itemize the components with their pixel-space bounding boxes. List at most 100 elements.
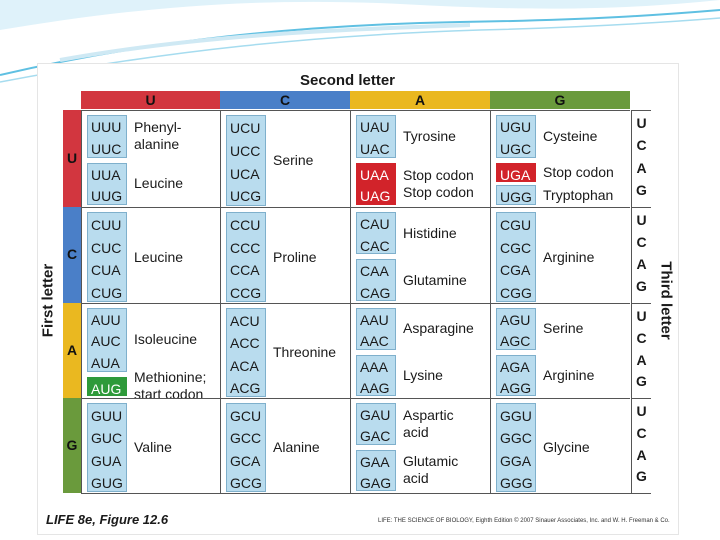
codon-uca: UCA xyxy=(230,165,260,182)
codon-auc: AUC xyxy=(91,333,121,350)
codon-box: UUU UUC xyxy=(87,115,127,158)
amino-acid-label: Arginine xyxy=(543,366,595,383)
cell-ga: GAU GAC Aspartic acid GAA GAG Glutamic acid xyxy=(350,398,490,493)
codon-box: CAA CAG xyxy=(356,259,396,301)
decorative-wave-header xyxy=(0,0,720,83)
amino-acid-label: Stop codon xyxy=(543,163,614,180)
codon-box: CCU CCC CCA CCG xyxy=(226,212,266,302)
codon-uua: UUA xyxy=(91,166,121,183)
codon-box: UUA UUG xyxy=(87,162,127,205)
column-header-c: C xyxy=(220,91,350,109)
cell-ua: UAU UAC Tyrosine UAA UAG Stop codon Stop codo… xyxy=(350,110,490,207)
third-letter-c: C xyxy=(636,137,647,154)
amino-acid-label: Leucine xyxy=(134,248,184,265)
third-letter-g: G xyxy=(636,278,647,294)
codon-cgu: CGU xyxy=(500,217,532,233)
amino-acid-label: Tyrosine xyxy=(403,127,456,144)
third-letter-a: A xyxy=(636,159,647,176)
codon-acc: ACC xyxy=(230,335,260,352)
codon-gaa: GAA xyxy=(360,453,390,470)
codon-cga: CGA xyxy=(500,262,531,278)
amino-acid-label: Arginine xyxy=(543,248,595,265)
codon-ucg: UCG xyxy=(230,188,262,205)
column-header-g: G xyxy=(490,91,630,109)
third-letter-u: U xyxy=(636,403,647,419)
codon-gau: GAU xyxy=(360,407,391,423)
cell-ac: ACU ACC ACA ACG Threonine xyxy=(220,303,350,398)
amino-acid-label: Alanine xyxy=(273,439,320,455)
amino-acid-label: Stop codon Stop codon xyxy=(403,166,474,200)
codon-uag: UAG xyxy=(360,188,391,205)
amino-acid-label: Isoleucine xyxy=(134,331,198,348)
row-header-g: G xyxy=(63,398,81,493)
third-letter-c: C xyxy=(636,424,647,441)
codon-box: AAU AAC xyxy=(356,308,396,350)
codon-box: GUU GUC GUA GUG xyxy=(87,403,127,492)
row-header-a: A xyxy=(63,303,81,398)
cell-cu: CUU CUC CUA CUG Leucine xyxy=(81,207,220,303)
codon-box: UGU UGC xyxy=(496,115,536,158)
third-letter-u: U xyxy=(636,115,647,131)
codon-ggc: GGC xyxy=(500,430,532,447)
codon-guc: GUC xyxy=(91,430,123,447)
codon-box: UAU UAC xyxy=(356,115,396,158)
cell-gc: GCU GCC GCA GCG Alanine xyxy=(220,398,350,493)
codon-box: AUU AUC AUA xyxy=(87,308,127,372)
codon-aua: AUA xyxy=(91,354,120,371)
codon-box: AUG xyxy=(87,376,127,397)
codon-box: CUU CUC CUA CUG xyxy=(87,212,127,302)
codon-acu: ACU xyxy=(230,313,260,329)
codon-gcg: GCG xyxy=(230,474,262,491)
codon-ugu: UGU xyxy=(500,119,532,135)
amino-acid-label: Phenyl- alanine xyxy=(134,119,182,153)
row-letter: A xyxy=(66,341,78,358)
codon-uga: UGA xyxy=(500,166,531,183)
codon-guu: GUU xyxy=(91,408,123,424)
codon-cgc: CGC xyxy=(500,239,532,256)
third-letter-a: A xyxy=(636,351,647,368)
codon-uuc: UUC xyxy=(91,140,122,157)
codon-gug: GUG xyxy=(91,474,123,491)
codon-uaa: UAA xyxy=(360,166,389,183)
codon-box: UGA xyxy=(496,162,536,183)
codon-gga: GGA xyxy=(500,452,532,469)
codon-ggu: GGU xyxy=(500,408,532,424)
cell-gg: GGU GGC GGA GGG Glycine xyxy=(490,398,630,493)
codon-box: UGG xyxy=(496,185,536,205)
cell-aa: AAU AAC Asparagine AAA AAG Lysine xyxy=(350,303,490,398)
codon-box: GAU GAC xyxy=(356,403,396,445)
amino-acid-label: Serine xyxy=(273,152,314,168)
third-letter-c: C xyxy=(636,234,647,250)
codon-cuc: CUC xyxy=(91,239,122,256)
codon-cua: CUA xyxy=(91,262,121,278)
amino-acid-label: Lysine xyxy=(403,366,443,383)
codon-cag: CAG xyxy=(360,284,391,301)
amino-acid-label: Glutamic acid xyxy=(403,453,459,487)
codon-uac: UAC xyxy=(360,140,390,157)
first-letter-label: First letter xyxy=(39,263,57,338)
codon-box: GAA GAG xyxy=(356,449,396,491)
codon-ccc: CCC xyxy=(230,239,261,256)
codon-box: CAU CAC xyxy=(356,212,396,254)
copyright-credit: LIFE: THE SCIENCE OF BIOLOGY, Eighth Edi… xyxy=(378,518,670,524)
codon-ucc: UCC xyxy=(230,142,261,159)
codon-box: AGA AGG xyxy=(496,354,536,396)
codon-cuu: CUU xyxy=(91,217,122,233)
amino-acid-label: Glutamine xyxy=(403,271,467,288)
codon-aac: AAC xyxy=(360,333,389,350)
amino-acid-label: Cysteine xyxy=(543,127,598,144)
codon-box: UCU UCC UCA UCG xyxy=(226,115,266,206)
codon-cac: CAC xyxy=(360,237,390,254)
third-letter-g: G xyxy=(636,373,647,390)
row-letter: U xyxy=(66,149,78,166)
codon-gac: GAC xyxy=(360,428,391,445)
codon-auu: AUU xyxy=(91,312,121,328)
row-letter: C xyxy=(66,246,78,262)
third-letter-a: A xyxy=(636,256,647,272)
codon-uuu: UUU xyxy=(91,119,122,135)
codon-gcc: GCC xyxy=(230,430,262,447)
cell-ca: CAU CAC Histidine CAA CAG Glutamine xyxy=(350,207,490,303)
codon-cca: CCA xyxy=(230,262,260,278)
